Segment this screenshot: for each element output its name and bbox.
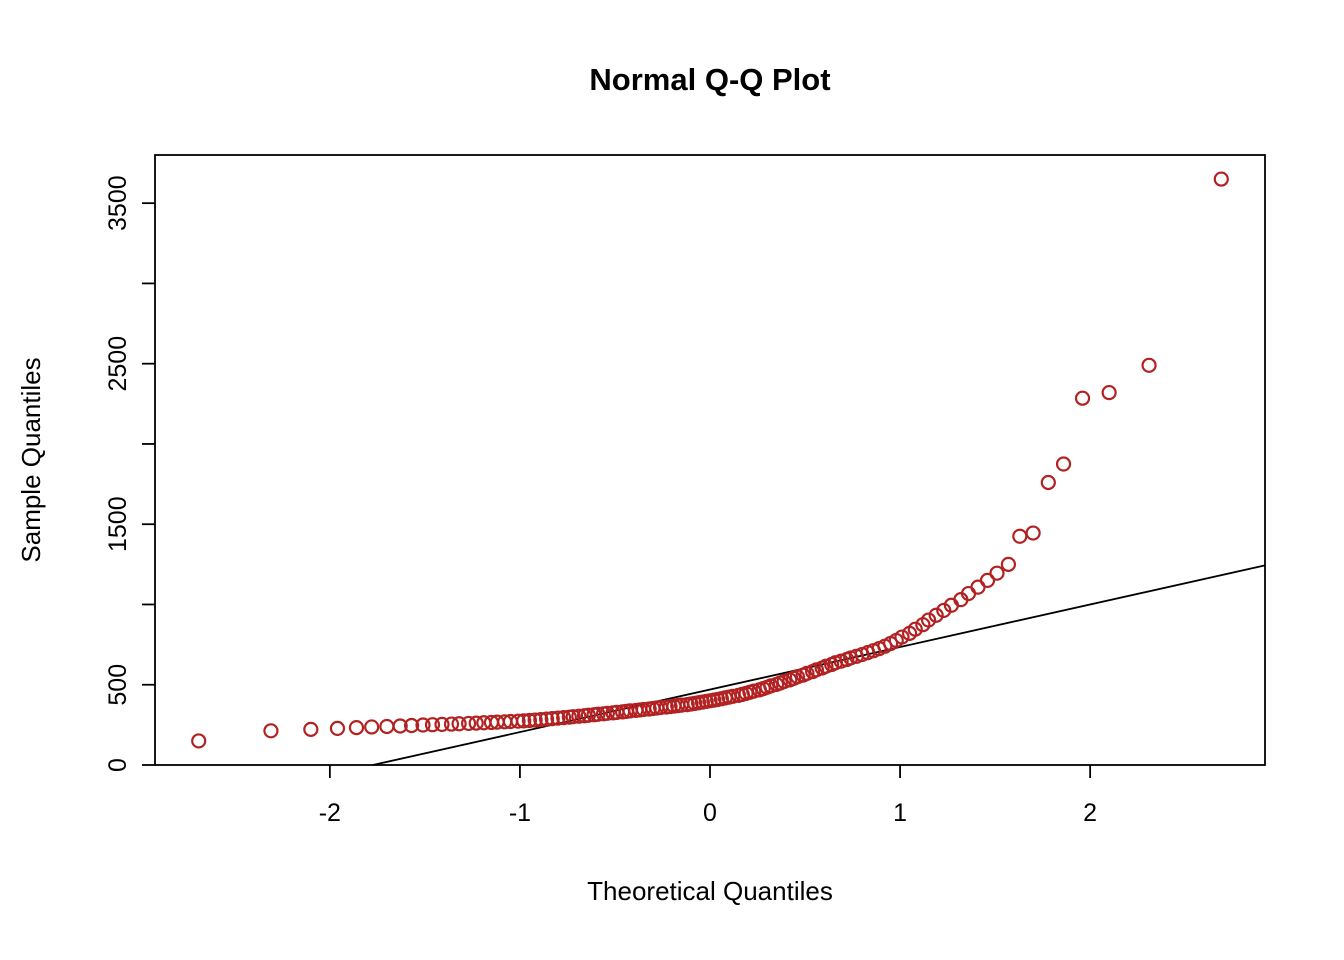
data-point bbox=[1025, 525, 1041, 541]
data-point bbox=[550, 710, 566, 726]
data-point bbox=[894, 629, 910, 645]
plot-border bbox=[154, 154, 1266, 766]
data-point bbox=[329, 720, 346, 737]
data-point bbox=[191, 733, 207, 749]
data-point bbox=[434, 716, 450, 732]
data-point bbox=[415, 717, 431, 733]
data-point bbox=[521, 712, 538, 729]
data-point bbox=[392, 718, 408, 734]
data-point bbox=[590, 706, 606, 722]
data-point bbox=[907, 621, 923, 637]
y-tick-label: 2500 bbox=[104, 336, 132, 392]
data-point bbox=[979, 572, 996, 588]
data-point bbox=[348, 719, 365, 736]
data-point bbox=[510, 713, 526, 729]
data-point bbox=[599, 705, 615, 721]
y-tick-label: 3500 bbox=[104, 175, 132, 231]
data-point bbox=[920, 612, 937, 628]
x-axis: -2 -1 0 1 2 bbox=[319, 765, 1097, 827]
y-axis: 0 500 1500 2500 3500 bbox=[104, 175, 155, 772]
x-tick-label: 2 bbox=[1083, 799, 1097, 827]
data-point bbox=[1101, 384, 1117, 401]
data-point bbox=[538, 711, 555, 727]
x-tick-label: -1 bbox=[509, 799, 531, 827]
data-point bbox=[424, 717, 441, 733]
data-point bbox=[1213, 171, 1229, 187]
data-point bbox=[928, 607, 944, 623]
data-points bbox=[191, 171, 1229, 749]
data-point bbox=[516, 713, 532, 729]
data-point bbox=[379, 718, 395, 735]
data-point bbox=[468, 715, 484, 731]
data-point bbox=[571, 708, 587, 724]
data-point bbox=[1012, 528, 1028, 544]
data-point bbox=[533, 711, 549, 728]
data-point bbox=[989, 565, 1005, 581]
data-point bbox=[565, 709, 581, 725]
data-point bbox=[1141, 357, 1157, 373]
data-point bbox=[763, 678, 779, 694]
data-point bbox=[461, 715, 477, 732]
data-point bbox=[1000, 556, 1017, 572]
x-tick-label: 1 bbox=[893, 799, 907, 827]
x-tick-label: 0 bbox=[703, 799, 717, 827]
y-axis-label: Sample Quantiles bbox=[16, 357, 46, 562]
data-point bbox=[580, 707, 596, 723]
data-point bbox=[443, 716, 460, 732]
data-point bbox=[527, 712, 543, 728]
y-tick-label: 500 bbox=[104, 664, 132, 706]
y-tick-label: 0 bbox=[104, 758, 132, 772]
data-point bbox=[451, 716, 467, 732]
data-point bbox=[936, 602, 952, 619]
data-point bbox=[1055, 456, 1072, 472]
data-point bbox=[263, 723, 279, 739]
data-point bbox=[303, 721, 319, 737]
data-point bbox=[746, 683, 762, 699]
data-point bbox=[1074, 390, 1091, 406]
x-axis-label: Theoretical Quantiles bbox=[587, 876, 833, 906]
chart-title: Normal Q-Q Plot bbox=[589, 62, 830, 97]
data-point bbox=[556, 710, 572, 726]
x-tick-label: -2 bbox=[319, 799, 341, 827]
data-point bbox=[1040, 474, 1056, 491]
data-point bbox=[544, 711, 560, 727]
y-tick-label: 1500 bbox=[104, 496, 132, 552]
data-point bbox=[403, 717, 420, 734]
data-point bbox=[364, 719, 380, 735]
